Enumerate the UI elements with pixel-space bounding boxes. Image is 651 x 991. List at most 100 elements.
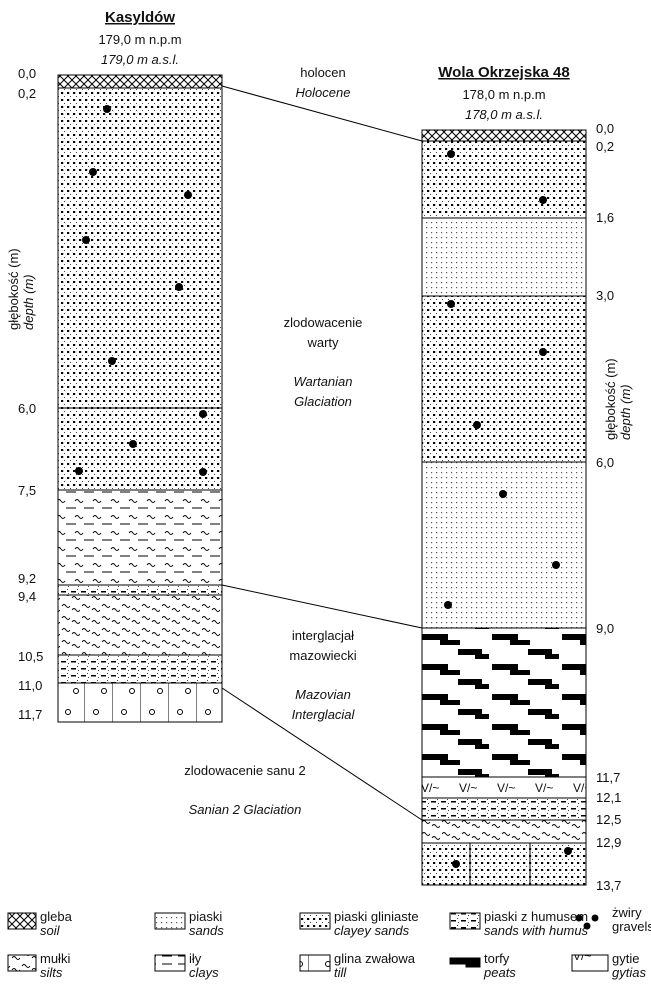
depth-label: 6,0 bbox=[18, 401, 36, 416]
unit-label: Sanian 2 Glaciation bbox=[189, 802, 302, 817]
label: głębokość (m) bbox=[6, 248, 21, 330]
gravel bbox=[108, 357, 116, 365]
layer bbox=[8, 913, 36, 929]
borehole-title: Kasyldów bbox=[105, 9, 175, 26]
unit-label: Holocene bbox=[296, 85, 351, 100]
gravel bbox=[539, 196, 547, 204]
legend-label: gleba bbox=[40, 909, 73, 924]
layer bbox=[58, 75, 222, 88]
unit-label: mazowiecki bbox=[289, 648, 356, 663]
legend-label: piaski z humusem bbox=[484, 909, 588, 924]
layer bbox=[300, 913, 330, 929]
depth-label: 11,7 bbox=[596, 770, 620, 785]
label: 179,0 m a.s.l. bbox=[101, 52, 179, 67]
depth-label: 10,5 bbox=[18, 649, 43, 664]
legend-label: glina zwałowa bbox=[334, 951, 416, 966]
gravel bbox=[564, 847, 572, 855]
depth-label: 12,9 bbox=[596, 835, 621, 850]
gravel bbox=[89, 168, 97, 176]
depth-label: 12,5 bbox=[596, 812, 621, 827]
unit-label: zlodowacenie bbox=[284, 315, 363, 330]
layer bbox=[422, 141, 586, 218]
legend-label: gytie bbox=[612, 951, 639, 966]
legend-label: peats bbox=[483, 965, 516, 980]
legend-label: soil bbox=[40, 923, 61, 938]
label: głębokość (m) bbox=[603, 358, 618, 440]
borehole-title: Wola Okrzejska 48 bbox=[438, 64, 569, 81]
layer bbox=[572, 955, 608, 971]
layer bbox=[58, 490, 222, 585]
unit-label: interglacjał bbox=[292, 628, 354, 643]
gravel bbox=[199, 468, 207, 476]
layer bbox=[300, 955, 330, 971]
layer bbox=[422, 798, 586, 820]
depth-label: 13,7 bbox=[596, 878, 621, 893]
legend-label: clayey sands bbox=[334, 923, 410, 938]
unit-label: warty bbox=[306, 335, 339, 350]
gravel bbox=[184, 191, 192, 199]
depth-label: 0,0 bbox=[596, 121, 614, 136]
depth-label: 0,2 bbox=[18, 86, 36, 101]
depth-label: 9,0 bbox=[596, 621, 614, 636]
layer bbox=[422, 777, 586, 798]
gravel bbox=[444, 601, 452, 609]
gravel bbox=[592, 915, 599, 922]
label: depth (m) bbox=[21, 274, 36, 330]
layer bbox=[466, 962, 480, 967]
gravel bbox=[499, 490, 507, 498]
unit-label: Interglacial bbox=[292, 707, 356, 722]
layer bbox=[450, 913, 480, 929]
depth-label: 12,1 bbox=[596, 790, 621, 805]
layer bbox=[8, 955, 36, 971]
layer bbox=[58, 408, 222, 490]
unit-label: holocen bbox=[300, 65, 346, 80]
unit-label: zlodowacenie sanu 2 bbox=[184, 763, 305, 778]
correlation-line bbox=[222, 585, 422, 628]
label: 178,0 m a.s.l. bbox=[465, 107, 543, 122]
legend-label: iły bbox=[189, 951, 202, 966]
depth-label: 11,7 bbox=[18, 707, 42, 722]
unit-label: Mazovian bbox=[295, 687, 351, 702]
gravel bbox=[447, 300, 455, 308]
depth-label: 3,0 bbox=[596, 288, 614, 303]
layer bbox=[155, 955, 185, 971]
gravel bbox=[103, 105, 111, 113]
borehole-right bbox=[422, 130, 586, 885]
layer bbox=[58, 655, 222, 683]
gravel bbox=[473, 421, 481, 429]
depth-label: 1,6 bbox=[596, 210, 614, 225]
legend-label: gytias bbox=[612, 965, 646, 980]
label: 179,0 m n.p.m bbox=[98, 32, 181, 47]
layer bbox=[422, 843, 586, 885]
depths-left: 0,0 0,2 6,0 7,5 9,2 9,4 10,5 11,0 11,7 bbox=[18, 66, 43, 722]
legend-label: żwiry bbox=[612, 905, 642, 920]
gravel bbox=[82, 236, 90, 244]
gravel bbox=[199, 410, 207, 418]
gravel bbox=[75, 467, 83, 475]
legend-label: silts bbox=[40, 965, 63, 980]
depth-label: 9,2 bbox=[18, 571, 36, 586]
legend-labels: glebasoil piaskisands piaski gliniastecl… bbox=[40, 905, 651, 980]
legend-label: piaski gliniaste bbox=[334, 909, 419, 924]
layer bbox=[58, 585, 222, 595]
depth-label: 9,4 bbox=[18, 589, 36, 604]
legend-label: clays bbox=[189, 965, 219, 980]
layer bbox=[58, 683, 222, 722]
diagram: V/~ Kasyldów 179,0 m n.p.m 179,0 m a.s.l… bbox=[0, 0, 651, 986]
depth-label: 7,5 bbox=[18, 483, 36, 498]
depths-right: 0,0 0,2 1,6 3,0 6,0 9,0 11,7 12,1 12,5 1… bbox=[596, 121, 621, 893]
legend-label: piaski bbox=[189, 909, 222, 924]
layer bbox=[422, 820, 586, 843]
layer bbox=[58, 595, 222, 655]
legend-label: gravels bbox=[612, 919, 651, 934]
borehole-left bbox=[58, 75, 222, 722]
layer bbox=[155, 913, 185, 929]
depth-label: 6,0 bbox=[596, 455, 614, 470]
gravel bbox=[452, 860, 460, 868]
layer bbox=[422, 628, 586, 777]
depth-label: 0,0 bbox=[18, 66, 36, 81]
label: 178,0 m n.p.m bbox=[462, 87, 545, 102]
gravel bbox=[552, 561, 560, 569]
gravel bbox=[175, 283, 183, 291]
layer bbox=[422, 218, 586, 296]
